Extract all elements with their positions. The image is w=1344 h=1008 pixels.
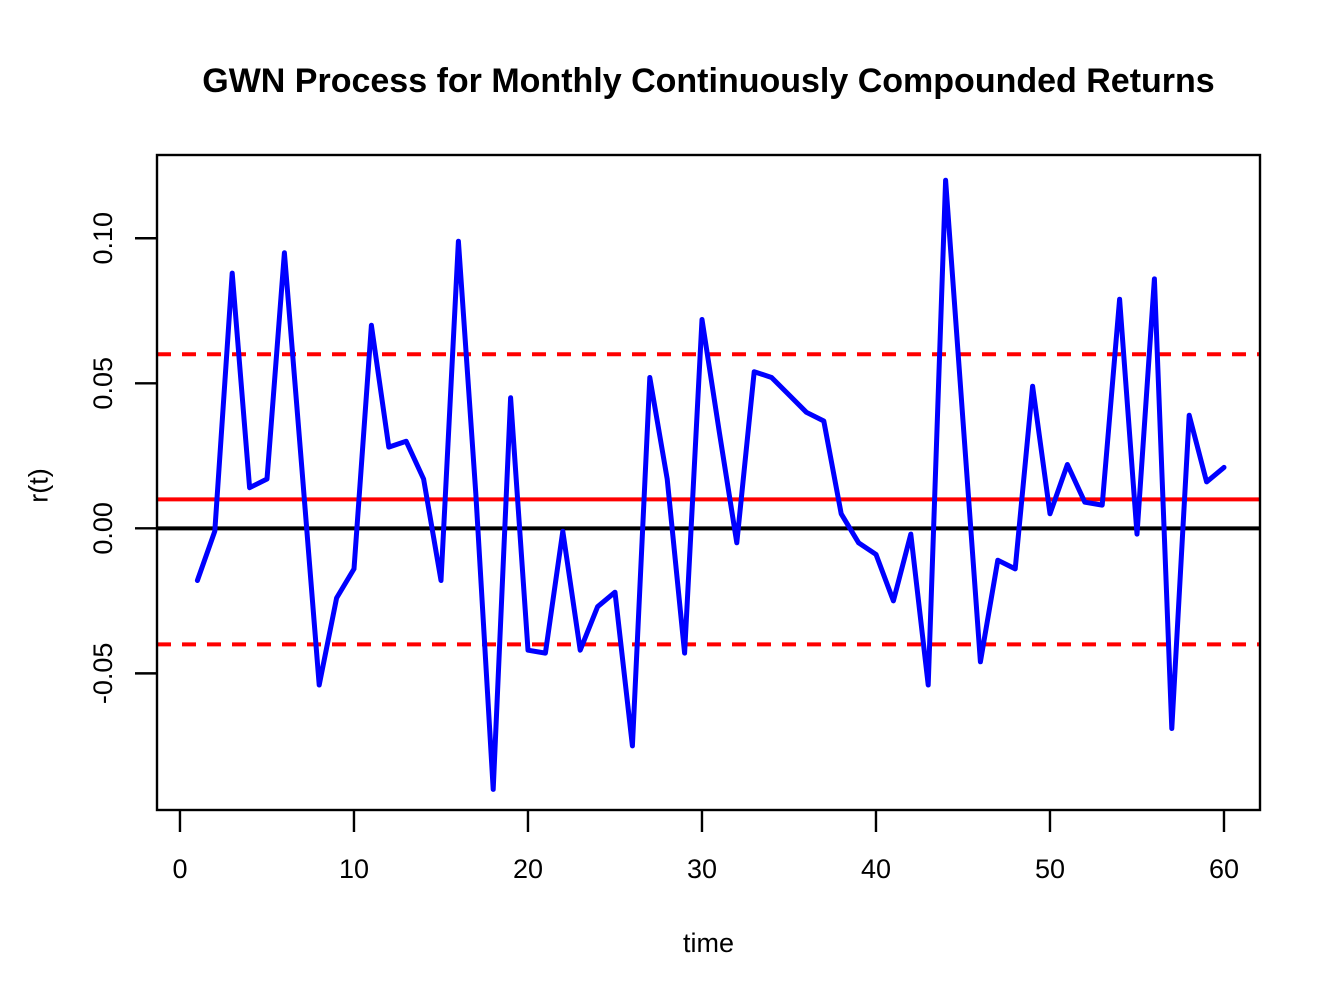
plot-box xyxy=(155,153,1262,812)
y-tick-label: 0.10 xyxy=(88,212,118,265)
x-tick-label: 20 xyxy=(513,854,543,884)
x-tick-label: 10 xyxy=(339,854,369,884)
x-tick-label: 60 xyxy=(1209,854,1239,884)
x-tick-label: 40 xyxy=(861,854,891,884)
x-axis-title: time xyxy=(682,928,734,958)
x-tick-label: 50 xyxy=(1035,854,1065,884)
x-tick-label: 30 xyxy=(687,854,717,884)
series-gwn-returns xyxy=(194,177,1227,792)
y-tick-label: -0.05 xyxy=(88,643,118,705)
chart-title: GWN Process for Monthly Continuously Com… xyxy=(202,62,1215,100)
y-tick-label: 0.05 xyxy=(88,357,118,410)
y-tick-label: 0.00 xyxy=(88,502,118,555)
x-tick-label: 0 xyxy=(172,854,187,884)
y-axis-title: r(t) xyxy=(23,468,54,503)
